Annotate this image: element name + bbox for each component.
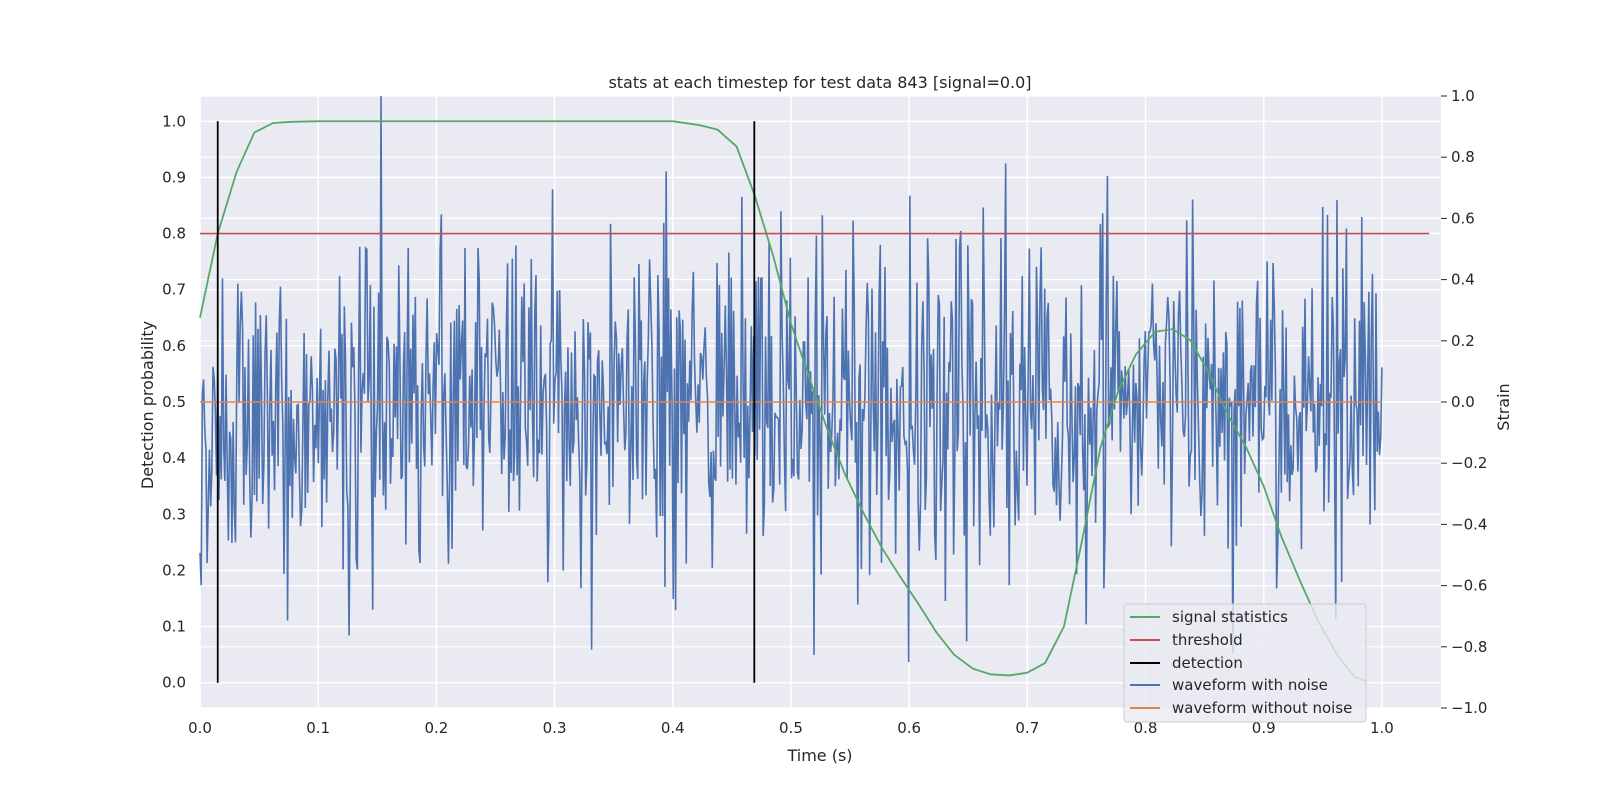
y-right-tick-label: 0.6 (1451, 209, 1475, 227)
y-left-tick-label: 0.7 (162, 281, 186, 299)
legend: signal statistics threshold detection wa… (1123, 603, 1367, 723)
x-tick-label: 0.5 (779, 719, 803, 737)
legend-label-detection: detection (1172, 654, 1243, 672)
y-left-tick-label: 0.3 (162, 505, 186, 523)
y-right-ticks: −1.0 −0.8 −0.6 −0.4 −0.2 0.0 0.2 0.4 0.6 0.8 1.0 (1441, 87, 1487, 717)
x-tick-label: 0.9 (1252, 719, 1276, 737)
legend-label-waveform-without-noise: waveform without noise (1172, 699, 1352, 717)
legend-label-signal-statistics: signal statistics (1172, 608, 1288, 626)
y-left-tick-label: 0.1 (162, 618, 186, 636)
series-signal-statistics (199, 120, 1367, 682)
y-left-axis-label: Detection probability (138, 321, 157, 489)
x-tick-label: 0.6 (897, 719, 921, 737)
legend-label-threshold: threshold (1172, 631, 1243, 649)
x-ticks: 0.0 0.1 0.2 0.3 0.4 0.5 0.6 0.7 0.8 0.9 1.0 (188, 719, 1394, 737)
y-left-tick-label: 0.6 (162, 337, 186, 355)
y-right-tick-label: −0.2 (1451, 454, 1487, 472)
y-left-tick-label: 0.4 (162, 449, 186, 467)
y-left-ticks: 0.0 0.1 0.2 0.3 0.4 0.5 0.6 0.7 0.8 0.9 1.0 (162, 112, 186, 691)
y-left-tick-label: 0.0 (162, 674, 186, 692)
series-waveform-with-noise (199, 95, 1383, 662)
x-tick-label: 0.4 (661, 719, 685, 737)
y-right-tick-label: 0.8 (1451, 148, 1475, 166)
y-left-tick-label: 0.5 (162, 393, 186, 411)
x-tick-label: 0.3 (543, 719, 567, 737)
x-tick-label: 1.0 (1370, 719, 1394, 737)
y-right-tick-label: −0.8 (1451, 638, 1487, 656)
y-right-tick-label: 0.0 (1451, 393, 1475, 411)
y-left-tick-label: 0.9 (162, 168, 186, 186)
legend-label-waveform-with-noise: waveform with noise (1172, 676, 1328, 694)
x-tick-label: 0.8 (1134, 719, 1158, 737)
y-right-axis-label: Strain (1494, 383, 1513, 430)
y-left-tick-label: 0.2 (162, 561, 186, 579)
y-right-tick-label: −1.0 (1451, 699, 1487, 717)
y-right-tick-label: 0.4 (1451, 271, 1475, 289)
y-left-tick-label: 1.0 (162, 112, 186, 130)
y-right-tick-label: 0.2 (1451, 332, 1475, 350)
x-tick-label: 0.1 (306, 719, 330, 737)
x-tick-label: 0.7 (1015, 719, 1039, 737)
y-right-tick-label: −0.6 (1451, 577, 1487, 595)
y-right-tick-label: −0.4 (1451, 515, 1487, 533)
x-tick-label: 0.2 (424, 719, 448, 737)
x-tick-label: 0.0 (188, 719, 212, 737)
legend-box (1123, 603, 1367, 723)
y-right-tick-label: 1.0 (1451, 87, 1475, 105)
x-axis-label: Time (s) (786, 746, 852, 765)
chart-title: stats at each timestep for test data 843… (608, 73, 1031, 92)
y-left-tick-label: 0.8 (162, 225, 186, 243)
series-layer (199, 95, 1430, 683)
